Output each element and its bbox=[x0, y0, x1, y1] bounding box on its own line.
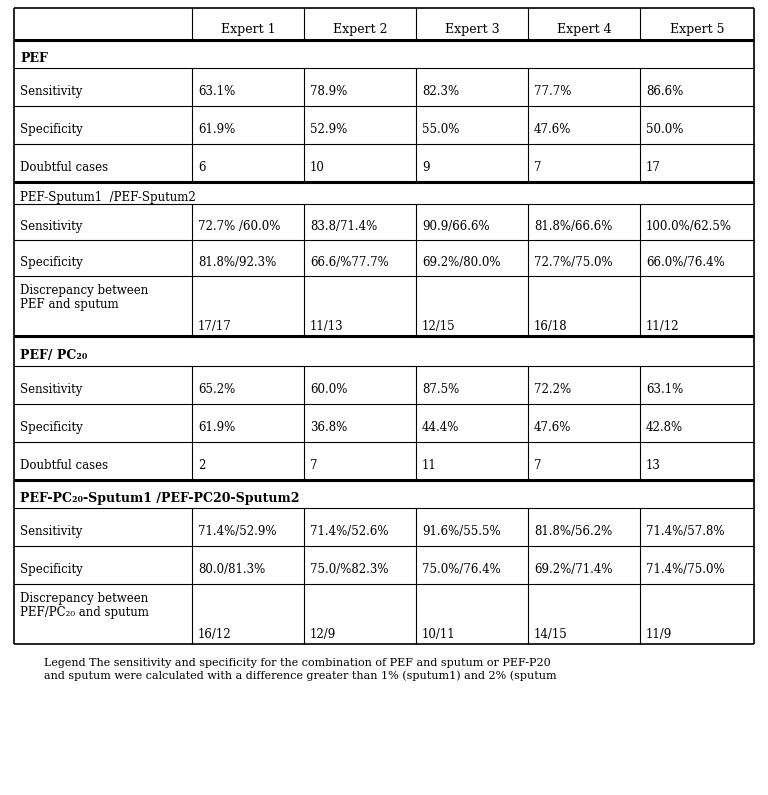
Text: Expert 2: Expert 2 bbox=[333, 23, 387, 36]
Text: 7: 7 bbox=[310, 459, 317, 472]
Text: 90.9/66.6%: 90.9/66.6% bbox=[422, 220, 490, 233]
Text: 100.0%/62.5%: 100.0%/62.5% bbox=[646, 220, 732, 233]
Text: 61.9%: 61.9% bbox=[198, 123, 235, 136]
Text: Discrepancy between: Discrepancy between bbox=[20, 284, 148, 297]
Text: 71.4%/57.8%: 71.4%/57.8% bbox=[646, 525, 724, 538]
Text: Sensitivity: Sensitivity bbox=[20, 525, 82, 538]
Text: 86.6%: 86.6% bbox=[646, 85, 684, 98]
Text: and sputum were calculated with a difference greater than 1% (sputum1) and 2% (s: and sputum were calculated with a differ… bbox=[44, 670, 557, 681]
Text: 66.0%/76.4%: 66.0%/76.4% bbox=[646, 256, 725, 269]
Text: 42.8%: 42.8% bbox=[646, 421, 683, 434]
Text: 91.6%/55.5%: 91.6%/55.5% bbox=[422, 525, 501, 538]
Text: Expert 1: Expert 1 bbox=[220, 23, 275, 36]
Text: 55.0%: 55.0% bbox=[422, 123, 459, 136]
Text: 71.4%/52.6%: 71.4%/52.6% bbox=[310, 525, 389, 538]
Text: 16/18: 16/18 bbox=[534, 320, 568, 333]
Text: 12/9: 12/9 bbox=[310, 628, 336, 641]
Text: PEF/PC₂₀ and sputum: PEF/PC₂₀ and sputum bbox=[20, 606, 149, 619]
Text: 65.2%: 65.2% bbox=[198, 383, 235, 396]
Text: 10: 10 bbox=[310, 161, 325, 174]
Text: Specificity: Specificity bbox=[20, 421, 83, 434]
Text: 12/15: 12/15 bbox=[422, 320, 455, 333]
Text: PEF and sputum: PEF and sputum bbox=[20, 298, 118, 311]
Text: 36.8%: 36.8% bbox=[310, 421, 347, 434]
Text: 17/17: 17/17 bbox=[198, 320, 232, 333]
Text: 44.4%: 44.4% bbox=[422, 421, 459, 434]
Text: 14/15: 14/15 bbox=[534, 628, 568, 641]
Text: PEF-Sputum1  /PEF-Sputum2: PEF-Sputum1 /PEF-Sputum2 bbox=[20, 191, 196, 204]
Text: 69.2%/71.4%: 69.2%/71.4% bbox=[534, 563, 613, 576]
Text: 71.4%/75.0%: 71.4%/75.0% bbox=[646, 563, 725, 576]
Text: 2: 2 bbox=[198, 459, 205, 472]
Text: 72.7%/75.0%: 72.7%/75.0% bbox=[534, 256, 613, 269]
Text: 52.9%: 52.9% bbox=[310, 123, 347, 136]
Text: 77.7%: 77.7% bbox=[534, 85, 571, 98]
Text: Specificity: Specificity bbox=[20, 256, 83, 269]
Text: 63.1%: 63.1% bbox=[646, 383, 684, 396]
Text: Expert 5: Expert 5 bbox=[670, 23, 724, 36]
Text: 71.4%/52.9%: 71.4%/52.9% bbox=[198, 525, 276, 538]
Text: Discrepancy between: Discrepancy between bbox=[20, 592, 148, 605]
Text: Sensitivity: Sensitivity bbox=[20, 383, 82, 396]
Text: 60.0%: 60.0% bbox=[310, 383, 347, 396]
Text: 11/9: 11/9 bbox=[646, 628, 672, 641]
Text: 6: 6 bbox=[198, 161, 206, 174]
Text: Specificity: Specificity bbox=[20, 563, 83, 576]
Text: Expert 3: Expert 3 bbox=[445, 23, 499, 36]
Text: 47.6%: 47.6% bbox=[534, 123, 571, 136]
Text: 69.2%/80.0%: 69.2%/80.0% bbox=[422, 256, 501, 269]
Text: 81.8%/66.6%: 81.8%/66.6% bbox=[534, 220, 612, 233]
Text: 11/12: 11/12 bbox=[646, 320, 680, 333]
Text: Specificity: Specificity bbox=[20, 123, 83, 136]
Text: Expert 4: Expert 4 bbox=[557, 23, 611, 36]
Text: PEF/ PC₂₀: PEF/ PC₂₀ bbox=[20, 349, 88, 362]
Text: 80.0/81.3%: 80.0/81.3% bbox=[198, 563, 265, 576]
Text: 11/13: 11/13 bbox=[310, 320, 343, 333]
Text: PEF: PEF bbox=[20, 52, 48, 65]
Text: 11: 11 bbox=[422, 459, 437, 472]
Text: PEF-PC₂₀-Sputum1 /PEF-PC20-Sputum2: PEF-PC₂₀-Sputum1 /PEF-PC20-Sputum2 bbox=[20, 492, 300, 505]
Text: Legend The sensitivity and specificity for the combination of PEF and sputum or : Legend The sensitivity and specificity f… bbox=[44, 658, 551, 668]
Text: Sensitivity: Sensitivity bbox=[20, 220, 82, 233]
Text: Doubtful cases: Doubtful cases bbox=[20, 459, 108, 472]
Text: 87.5%: 87.5% bbox=[422, 383, 459, 396]
Text: 50.0%: 50.0% bbox=[646, 123, 684, 136]
Text: 63.1%: 63.1% bbox=[198, 85, 235, 98]
Text: 61.9%: 61.9% bbox=[198, 421, 235, 434]
Text: 83.8/71.4%: 83.8/71.4% bbox=[310, 220, 377, 233]
Text: 17: 17 bbox=[646, 161, 661, 174]
Text: 10/11: 10/11 bbox=[422, 628, 455, 641]
Text: Sensitivity: Sensitivity bbox=[20, 85, 82, 98]
Text: 13: 13 bbox=[646, 459, 661, 472]
Text: 75.0%/76.4%: 75.0%/76.4% bbox=[422, 563, 501, 576]
Text: Doubtful cases: Doubtful cases bbox=[20, 161, 108, 174]
Text: 75.0/%82.3%: 75.0/%82.3% bbox=[310, 563, 389, 576]
Text: 66.6/%77.7%: 66.6/%77.7% bbox=[310, 256, 389, 269]
Text: 7: 7 bbox=[534, 459, 541, 472]
Text: 16/12: 16/12 bbox=[198, 628, 232, 641]
Text: 7: 7 bbox=[534, 161, 541, 174]
Text: 72.2%: 72.2% bbox=[534, 383, 571, 396]
Text: 72.7% /60.0%: 72.7% /60.0% bbox=[198, 220, 280, 233]
Text: 81.8%/56.2%: 81.8%/56.2% bbox=[534, 525, 612, 538]
Text: 78.9%: 78.9% bbox=[310, 85, 347, 98]
Text: 9: 9 bbox=[422, 161, 429, 174]
Text: 81.8%/92.3%: 81.8%/92.3% bbox=[198, 256, 276, 269]
Text: 47.6%: 47.6% bbox=[534, 421, 571, 434]
Text: 82.3%: 82.3% bbox=[422, 85, 459, 98]
